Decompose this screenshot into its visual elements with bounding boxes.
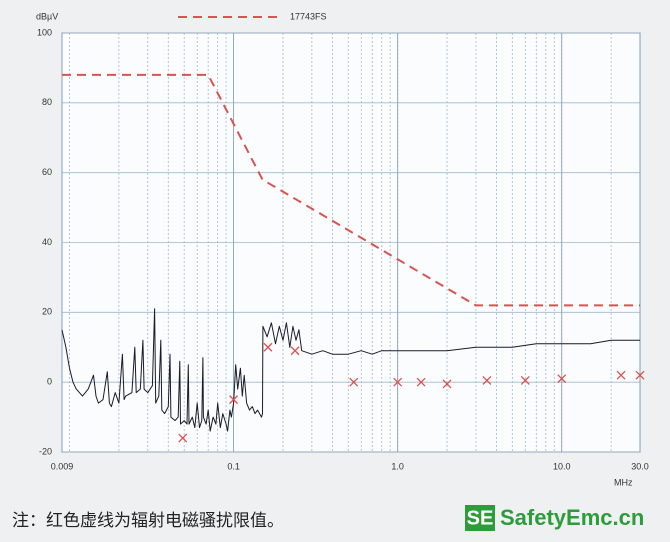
marker [349, 377, 359, 387]
marker-stroke [349, 377, 359, 387]
y-tick-label: 80 [42, 97, 52, 107]
marker [263, 342, 273, 352]
y-tick-label: 0 [47, 377, 52, 387]
marker-stroke [290, 346, 300, 356]
marker-stroke [520, 375, 530, 385]
marker [520, 375, 530, 385]
series-line [61, 308, 640, 432]
logo-badge-box [465, 505, 495, 531]
note: 注：红色虚线为辐射电磁骚扰限值。 [12, 511, 284, 531]
marker-stroke [616, 370, 626, 380]
marker-stroke [263, 342, 273, 352]
y-tick-label: 60 [42, 167, 52, 177]
marker [229, 395, 239, 405]
marker-stroke [482, 375, 492, 385]
marker [635, 370, 645, 380]
x-tick-label: 30.0 [631, 461, 649, 471]
y-tick-label: -20 [39, 446, 52, 456]
marker [416, 377, 426, 387]
marker [290, 346, 300, 356]
marker-stroke [229, 395, 239, 405]
x-tick-label: 0.009 [51, 461, 74, 471]
marker-stroke [635, 370, 645, 380]
y-tick-label: 100 [37, 27, 52, 37]
marker [557, 374, 567, 384]
marker [393, 377, 403, 387]
x-unit: MHz [614, 477, 633, 487]
y-tick-label: 20 [42, 307, 52, 317]
marker-stroke [557, 374, 567, 384]
x-tick-label: 1.0 [391, 461, 404, 471]
marker-stroke [416, 377, 426, 387]
legend-label: 17743FS [290, 11, 327, 21]
marker [178, 433, 188, 443]
marker-stroke [393, 377, 403, 387]
x-tick-label: 0.1 [227, 461, 240, 471]
marker [482, 375, 492, 385]
x-tick-label: 10.0 [553, 461, 571, 471]
logo-badge: SE [467, 507, 494, 529]
marker-stroke [178, 433, 188, 443]
marker-stroke [442, 379, 452, 389]
grid [61, 32, 641, 453]
y-tick-label: 40 [42, 237, 52, 247]
marker [442, 379, 452, 389]
y-unit: dBµV [36, 11, 58, 21]
logo-text: SafetyEmc.cn [500, 505, 644, 530]
marker [616, 370, 626, 380]
series-line [62, 73, 640, 307]
